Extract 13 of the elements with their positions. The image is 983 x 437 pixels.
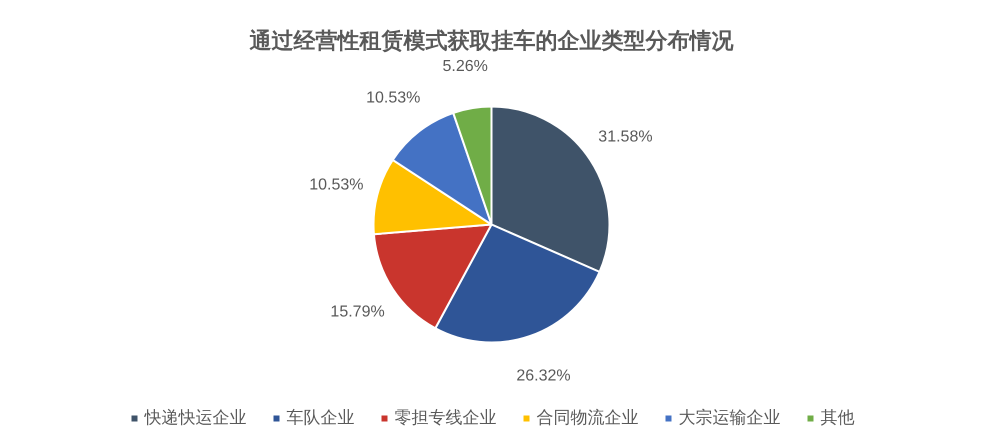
data-label: 15.79% [330,304,385,321]
data-label: 31.58% [598,128,653,146]
legend-label: 快递快运企业 [144,407,246,429]
legend-label: 合同物流企业 [536,407,638,429]
chart-title: 通过经营性租赁模式获取挂车的企业类型分布情况 [248,28,734,53]
legend-label: 零担专线企业 [394,407,496,429]
data-label: 5.26% [442,58,488,76]
data-label: 10.53% [366,90,420,107]
legend-label: 大宗运输企业 [678,407,780,429]
data-label: 10.53% [309,176,364,194]
legend-label: 其他 [820,407,854,429]
data-label: 26.32% [516,367,571,384]
legend-label: 车队企业 [286,407,354,429]
